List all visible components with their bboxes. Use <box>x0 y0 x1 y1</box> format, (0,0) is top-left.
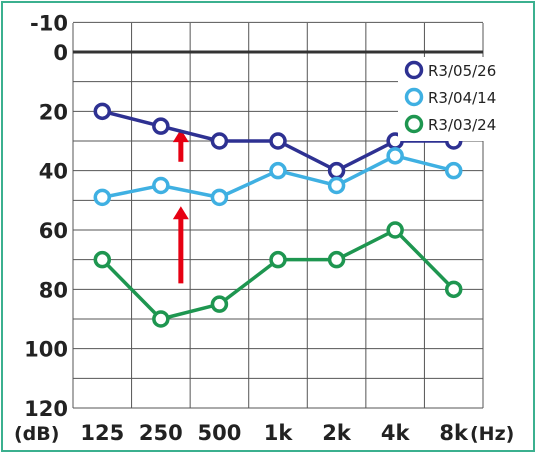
data-point <box>327 250 346 269</box>
data-point <box>152 117 170 135</box>
x-tick-label: 8k <box>439 421 469 445</box>
series-3 <box>93 221 463 328</box>
legend-entry: R3/05/26 <box>428 62 496 80</box>
x-tick-label: 500 <box>198 421 242 445</box>
data-point <box>210 188 229 207</box>
x-tick-label: 4k <box>381 421 411 445</box>
y-tick-label: 40 <box>39 160 68 184</box>
data-point <box>386 147 404 165</box>
data-point <box>152 176 170 195</box>
y-tick-label: 80 <box>39 278 68 302</box>
data-point <box>93 250 112 269</box>
data-point <box>269 132 287 150</box>
x-unit-label: (Hz) <box>470 423 514 445</box>
y-tick-label: 120 <box>24 397 68 421</box>
y-tick-label: 0 <box>53 41 68 65</box>
legend-marker <box>404 87 424 107</box>
legend-marker <box>404 60 424 80</box>
data-point <box>444 280 463 299</box>
series-layer <box>93 102 463 328</box>
data-point <box>269 250 287 269</box>
y-tick-label: -10 <box>30 11 68 35</box>
y-tick-label: 20 <box>39 100 68 124</box>
data-point <box>327 161 346 180</box>
series-line <box>101 227 455 321</box>
data-point <box>210 295 229 313</box>
data-point <box>93 188 112 207</box>
x-axis-labels: 125 250 500 1k 2k 4k 8k <box>80 421 469 445</box>
y-unit-label: (dB) <box>14 423 59 445</box>
y-axis-labels: -10 0 20 40 60 80 100 120 <box>24 11 68 421</box>
legend-marker <box>404 114 424 134</box>
legend: R3/05/26 R3/04/14 R3/03/24 <box>398 57 530 141</box>
legend-entry: R3/04/14 <box>428 89 496 107</box>
red-arrow <box>172 129 189 162</box>
legend-entry: R3/03/24 <box>428 116 496 134</box>
x-tick-label: 2k <box>322 421 352 445</box>
grid <box>72 21 484 409</box>
data-point <box>327 176 346 195</box>
series-2 <box>93 147 463 207</box>
annotations <box>172 129 189 284</box>
data-point <box>444 161 463 180</box>
data-point <box>210 132 229 150</box>
y-tick-label: 60 <box>39 219 68 243</box>
y-tick-label: 100 <box>24 338 68 362</box>
data-point <box>152 310 170 328</box>
x-tick-label: 1k <box>264 421 294 445</box>
data-point <box>93 102 112 121</box>
data-point <box>386 221 404 239</box>
x-tick-label: 250 <box>139 421 183 445</box>
red-arrow <box>172 206 189 284</box>
data-point <box>269 161 287 180</box>
x-tick-label: 125 <box>80 421 124 445</box>
